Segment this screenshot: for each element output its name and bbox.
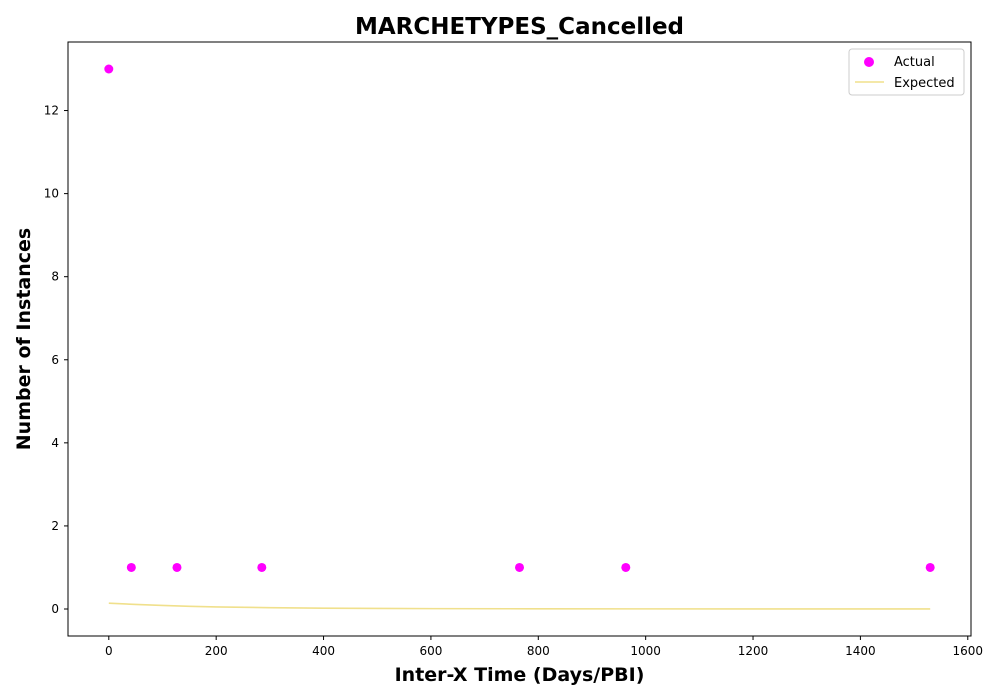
- actual-point: [172, 563, 181, 572]
- legend-actual-label: Actual: [894, 55, 935, 70]
- actual-point: [926, 563, 935, 572]
- y-tick-label: 0: [51, 602, 59, 616]
- legend-actual-marker: [864, 57, 874, 67]
- y-tick-label: 2: [51, 519, 59, 533]
- x-tick-label: 1400: [845, 644, 876, 658]
- x-tick-label: 1200: [738, 644, 769, 658]
- legend-expected-label: Expected: [894, 76, 955, 91]
- y-tick-label: 4: [51, 436, 59, 450]
- chart-title: MARCHETYPES_Cancelled: [355, 14, 684, 40]
- y-tick-label: 12: [44, 104, 59, 118]
- actual-point: [621, 563, 630, 572]
- actual-point: [257, 563, 266, 572]
- y-tick-label: 6: [51, 353, 59, 367]
- x-tick-label: 200: [205, 644, 228, 658]
- x-tick-label: 400: [312, 644, 335, 658]
- x-tick-label: 1000: [630, 644, 661, 658]
- actual-point: [104, 65, 113, 74]
- x-axis-title: Inter-X Time (Days/PBI): [395, 664, 645, 686]
- legend: Actual Expected: [849, 49, 964, 95]
- x-tick-label: 1600: [953, 644, 984, 658]
- actual-point: [127, 563, 136, 572]
- actual-point: [515, 563, 524, 572]
- x-tick-label: 600: [419, 644, 442, 658]
- y-tick-label: 10: [44, 187, 59, 201]
- y-axis-title: Number of Instances: [13, 228, 35, 450]
- x-tick-label: 800: [527, 644, 550, 658]
- x-tick-label: 0: [105, 644, 113, 658]
- y-tick-label: 8: [51, 270, 59, 284]
